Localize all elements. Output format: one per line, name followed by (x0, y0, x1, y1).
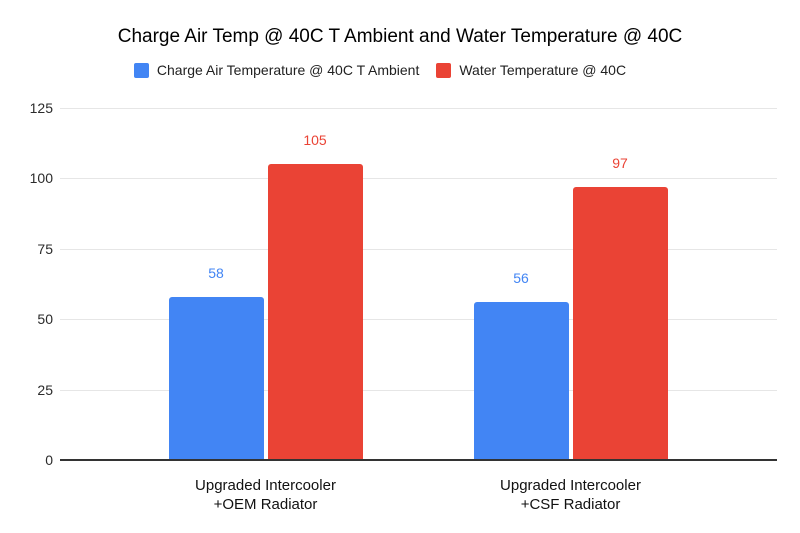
bar-charge-air-0 (168, 296, 264, 460)
y-tick-label: 0 (45, 452, 53, 468)
y-tick-label: 50 (37, 311, 53, 327)
bar-value-label: 97 (612, 154, 628, 171)
legend-item: Water Temperature @ 40C (436, 62, 626, 78)
bar-value-label: 105 (303, 132, 327, 149)
legend: Charge Air Temperature @ 40C T Ambient Wa… (0, 62, 780, 78)
bar-water-0 (267, 164, 363, 460)
legend-swatch-icon (133, 62, 149, 78)
y-tick-label: 125 (29, 100, 53, 116)
gridline (60, 178, 777, 179)
bar-water-1 (572, 186, 668, 460)
gridline (60, 390, 777, 391)
chart-title: Charge Air Temp @ 40C T Ambient and Wate… (117, 26, 683, 47)
gridline (60, 108, 777, 109)
gridline (60, 319, 777, 320)
x-axis-category-label: Upgraded Intercooler +CSF Radiator (500, 477, 641, 513)
legend-label: Charge Air Temperature @ 40C T Ambient (156, 62, 420, 78)
y-tick-label: 25 (37, 382, 53, 398)
y-tick-label: 100 (29, 170, 53, 186)
legend-item: Charge Air Temperature @ 40C T Ambient (133, 62, 420, 78)
x-axis-line (60, 459, 777, 461)
bar-value-label: 56 (513, 270, 529, 287)
x-axis-category-label: Upgraded Intercooler +OEM Radiator (195, 477, 336, 513)
bar-charge-air-1 (473, 302, 569, 460)
gridline (60, 249, 777, 250)
legend-swatch-icon (436, 62, 452, 78)
y-tick-label: 75 (37, 241, 53, 257)
legend-label: Water Temperature @ 40C (459, 62, 627, 78)
bar-value-label: 58 (208, 264, 224, 281)
